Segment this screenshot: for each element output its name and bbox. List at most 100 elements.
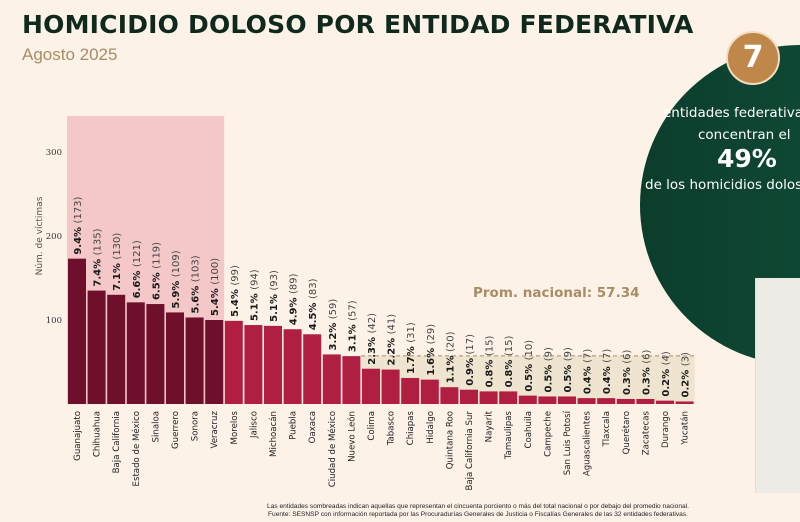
x-tick-label: Estado de México xyxy=(131,411,142,486)
x-tick-label: Tabasco xyxy=(387,411,397,446)
data-label: 7.1% (130) xyxy=(112,233,123,291)
y-tick-label: 200 xyxy=(46,232,62,242)
x-tick-label: Baja California Sur xyxy=(465,411,475,491)
x-tick-label: Ciudad de México xyxy=(327,411,338,487)
x-tick-label: Colima xyxy=(367,411,377,441)
data-label: 2.3% (42) xyxy=(367,313,378,365)
bar-tabasco xyxy=(381,369,400,404)
data-label: 6.5% (119) xyxy=(151,242,162,300)
x-tick-label: Tlaxcala xyxy=(602,411,612,447)
x-tick-label: Oaxaca xyxy=(308,411,318,443)
data-label: 1.7% (31) xyxy=(406,322,417,374)
bar-quintana-roo xyxy=(440,387,459,404)
x-tick-label: Veracruz xyxy=(210,411,220,449)
bar-tlaxcala xyxy=(597,398,616,404)
x-tick-label: Zacatecas xyxy=(641,410,651,455)
bar-durango xyxy=(656,400,674,404)
data-label: 0.8% (15) xyxy=(485,336,496,388)
x-tick-label: Sonora xyxy=(191,411,201,441)
bar-guerrero xyxy=(166,312,184,404)
data-label: 0.5% (9) xyxy=(563,347,574,392)
y-axis-label: Núm. de víctimas xyxy=(35,196,45,275)
data-label: 0.4% (7) xyxy=(583,349,594,394)
data-label: 5.9% (109) xyxy=(171,250,182,308)
bar-oaxaca xyxy=(303,334,322,404)
data-label: 1.6% (29) xyxy=(426,324,437,376)
callout-percent: 49% xyxy=(717,144,777,173)
data-label: 0.2% (3) xyxy=(681,352,692,397)
data-label: 4.9% (89) xyxy=(289,273,300,325)
data-label: 3.1% (57) xyxy=(347,300,358,352)
x-tick-label: Chiapas xyxy=(406,410,416,445)
footnote-note: Las entidades sombreadas indican aquella… xyxy=(267,503,689,510)
bar-ciudad-de-méxico xyxy=(322,354,341,404)
data-label: 5.4% (100) xyxy=(210,258,221,316)
data-label: 7.4% (135) xyxy=(93,228,104,286)
bar-puebla xyxy=(283,329,302,404)
bar-coahuila xyxy=(518,395,537,404)
callout-line2: concentran el xyxy=(698,127,791,143)
callout-line1: entidades federativas xyxy=(663,105,800,121)
x-tick-label: Coahuila xyxy=(524,411,534,448)
data-label: 5.4% (99) xyxy=(230,265,241,317)
data-label: 5.1% (93) xyxy=(269,270,280,322)
data-label: 0.5% (9) xyxy=(543,347,554,392)
x-tick-label: Querétaro xyxy=(621,411,632,454)
bar-sonora xyxy=(185,317,204,404)
average-label: Prom. nacional: 57.34 xyxy=(473,285,640,301)
bar-sinaloa xyxy=(146,304,165,404)
data-label: 0.2% (4) xyxy=(661,351,672,396)
x-tick-label: Campeche xyxy=(543,411,553,457)
bar-veracruz xyxy=(205,320,224,404)
data-label: 0.3% (6) xyxy=(622,349,633,394)
data-label: 5.1% (94) xyxy=(249,269,260,321)
footnote-source: Fuente: SESNSP con información reportada… xyxy=(268,511,688,518)
bar-chiapas xyxy=(401,377,420,404)
x-tick-label: Durango xyxy=(661,411,671,448)
data-label: 6.6% (121) xyxy=(132,240,143,298)
data-label: 9.4% (173) xyxy=(73,196,84,254)
bar-tamaulipas xyxy=(499,391,518,404)
bar-san-luis-potosí xyxy=(558,396,576,404)
x-tick-label: Yucatán xyxy=(681,411,691,446)
bar-morelos xyxy=(224,320,243,404)
bar-aguascalientes xyxy=(577,398,596,404)
x-tick-label: Sinaloa xyxy=(151,411,161,442)
page-title: HOMICIDIO DOLOSO POR ENTIDAD FEDERATIVA xyxy=(22,10,694,39)
bar-nayarit xyxy=(479,391,498,404)
x-tick-label: Nayarit xyxy=(485,410,495,442)
data-label: 0.8% (15) xyxy=(504,336,515,388)
data-label: 4.5% (83) xyxy=(308,278,319,330)
bar-campeche xyxy=(538,396,557,404)
page-subtitle: Agosto 2025 xyxy=(22,45,118,64)
x-tick-label: Guanajuato xyxy=(73,411,83,461)
bar-chihuahua xyxy=(87,290,106,404)
data-label: 0.9% (17) xyxy=(465,334,476,386)
bar-colima xyxy=(362,368,380,404)
data-label: 0.4% (7) xyxy=(602,349,613,394)
x-tick-label: San Luis Potosí xyxy=(563,410,573,475)
decorative-ornament-panel xyxy=(755,278,800,493)
x-tick-label: Puebla xyxy=(289,411,299,440)
bar-querétaro xyxy=(616,398,635,404)
data-label: 3.2% (59) xyxy=(328,299,339,351)
bar-baja-california-sur xyxy=(460,389,478,404)
x-tick-label: Chihuahua xyxy=(93,411,103,457)
callout-badge: 7 xyxy=(726,31,780,85)
data-label: 5.6% (103) xyxy=(191,255,202,313)
y-tick-label: 100 xyxy=(46,316,62,326)
y-tick-label: 300 xyxy=(46,148,62,158)
x-tick-label: Michoacán xyxy=(269,411,279,457)
x-tick-label: Nuevo León xyxy=(346,411,357,462)
bar-baja-california xyxy=(107,294,126,404)
x-tick-label: Baja California xyxy=(112,411,122,473)
x-tick-label: Guerrero xyxy=(171,411,181,449)
data-label: 1.1% (20) xyxy=(445,331,456,383)
x-tick-label: Tamaulipas xyxy=(504,410,514,460)
x-tick-label: Aguascalientes xyxy=(583,410,593,476)
bar-yucatán xyxy=(675,401,694,404)
data-label: 0.5% (10) xyxy=(524,340,535,392)
bar-jalisco xyxy=(244,325,263,404)
callout-line3: de los homicidios dolosos xyxy=(645,177,800,193)
